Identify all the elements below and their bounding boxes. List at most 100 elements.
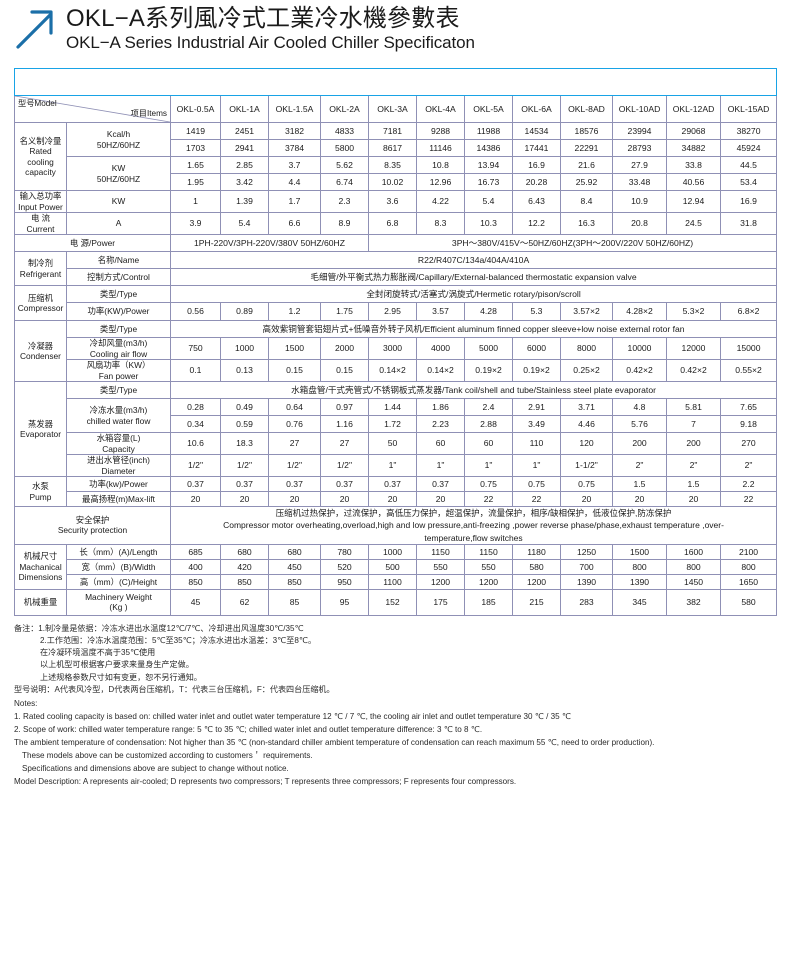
table-row: 制冷剂 Refrigerant 名称/Name R22/R407C/134a/4… bbox=[14, 251, 778, 286]
cell: 1600 bbox=[666, 543, 721, 560]
cell: 750 bbox=[170, 337, 221, 360]
row-label-cn: 名义制冷量 bbox=[19, 135, 62, 146]
cell: 1/2" bbox=[220, 454, 269, 477]
table-row: 电 源/Power 1PH-220V/3PH-220V/380V 50HZ/60… bbox=[14, 234, 778, 252]
cell: 2.85 bbox=[220, 156, 269, 174]
cell: 5.62 bbox=[320, 156, 369, 174]
cell: 6.43 bbox=[512, 190, 561, 213]
cell: 10.6 bbox=[170, 432, 221, 455]
row-label-cn: 蒸发器 bbox=[27, 418, 54, 429]
row-item-length: 长（mm）(A)/Length bbox=[66, 543, 171, 560]
cell: 0.75 bbox=[560, 476, 613, 492]
cell: 580 bbox=[719, 588, 778, 616]
cell: 8.9 bbox=[320, 212, 369, 235]
cell: 20 bbox=[170, 491, 221, 507]
table-row: 名义制冷量 Rated cooling capacity Kcal/h 50HZ… bbox=[14, 122, 778, 191]
condenser-type-value: 高效紫铜管套铝翅片式+低噪音外转子风机/Efficient aluminum f… bbox=[169, 320, 778, 338]
cell: 0.13 bbox=[220, 359, 269, 382]
cell: 0.49 bbox=[220, 398, 269, 416]
cell: 20 bbox=[666, 491, 721, 507]
cell: 50 bbox=[368, 432, 417, 455]
note-en-6: Model Description: A represents air-cool… bbox=[14, 777, 517, 787]
cell: 4.28 bbox=[464, 302, 513, 321]
table-row: 输入总功率 Input Power KW 1 1.39 1.7 2.3 3.6 … bbox=[14, 190, 778, 213]
cell: 3.42 bbox=[220, 173, 269, 191]
cell: 0.75 bbox=[464, 476, 513, 492]
cell: 44.5 bbox=[719, 156, 778, 174]
cell: 22 bbox=[464, 491, 513, 507]
item-en: Diameter bbox=[101, 465, 136, 476]
cell: 450 bbox=[268, 558, 321, 575]
cell: 33.48 bbox=[612, 173, 667, 191]
cell: 0.15 bbox=[320, 359, 369, 382]
row-label-en: Condenser bbox=[20, 351, 61, 361]
arrow-up-right-icon bbox=[14, 6, 58, 52]
row-label-cn: 机械尺寸 bbox=[23, 551, 58, 562]
cell: 1/2" bbox=[268, 454, 321, 477]
row-label-refrigerant: 制冷剂 Refrigerant bbox=[14, 251, 67, 286]
note-cn-5: 上述规格参数尺寸如有变更，恕不另行通知。 bbox=[40, 672, 202, 682]
row-label-security-protection: 安全保护 Security protection bbox=[14, 506, 171, 545]
cell: 1.65 bbox=[170, 156, 221, 174]
cell: 0.55×2 bbox=[719, 359, 778, 382]
table-row: KW 50HZ/60HZ 1.65 2.85 3.7 5.62 8.35 10.… bbox=[15, 156, 778, 191]
cell: 1.7 bbox=[268, 190, 321, 213]
note-cn-2: 2.工作范围：冷冻水温度范围：5℃至35℃；冷冻水进出水温差：3℃至8℃。 bbox=[40, 636, 317, 646]
row-label-weight: 机械重量 bbox=[14, 588, 67, 616]
cell: 850 bbox=[170, 573, 221, 590]
specification-table: OKL-A系列风冷式工业冷水机参数表 型号Model 项目Items OKL-0… bbox=[13, 68, 778, 616]
cell: 520 bbox=[320, 558, 369, 575]
row-item-kcal: Kcal/h 50HZ/60HZ bbox=[66, 122, 171, 157]
cell: 7.65 bbox=[719, 398, 778, 416]
model-col-5: OKL-4A bbox=[416, 95, 465, 123]
cell: 12.2 bbox=[512, 212, 561, 235]
cell: 1.5 bbox=[666, 476, 721, 492]
item-unit: Kcal/h bbox=[106, 129, 131, 139]
cell: 200 bbox=[612, 432, 667, 455]
cell: 3.7 bbox=[268, 156, 321, 174]
cell: 1.16 bbox=[320, 415, 369, 433]
cell: 20.8 bbox=[612, 212, 667, 235]
cell: 1.72 bbox=[368, 415, 417, 433]
row-item-cooling-air-flow: 冷却风量(m3/h) Cooling air flow bbox=[66, 337, 171, 360]
note-en-4: These models above can be customized acc… bbox=[22, 751, 313, 761]
cell: 38270 bbox=[719, 122, 778, 140]
item-en: chilled water flow bbox=[86, 415, 151, 426]
notes-english: Notes: 1. Rated cooling capacity is base… bbox=[14, 697, 776, 789]
cell: 1703 bbox=[170, 139, 221, 157]
row-item-tank-capacity: 水箱容量(L) Capacity bbox=[66, 432, 171, 455]
power-supply-single-phase: 1PH-220V/3PH-220V/380V 50HZ/60HZ bbox=[170, 234, 369, 252]
cell: 20 bbox=[368, 491, 417, 507]
cell: 283 bbox=[560, 588, 613, 616]
cell: 8000 bbox=[560, 337, 613, 360]
cell: 53.4 bbox=[719, 173, 778, 191]
cell: 120 bbox=[560, 432, 613, 455]
cell: 500 bbox=[368, 558, 417, 575]
cell: 33.8 bbox=[666, 156, 721, 174]
cell: 3182 bbox=[268, 122, 321, 140]
item-en: Cooling air flow bbox=[89, 348, 148, 359]
model-col-7: OKL-6A bbox=[512, 95, 561, 123]
cell: 24.5 bbox=[666, 212, 721, 235]
table-row: 电 流 Current A 3.9 5.4 6.6 8.9 6.8 8.3 10… bbox=[14, 212, 778, 235]
cell: 18576 bbox=[560, 122, 613, 140]
table-row: 水泵 Pump 功率(kw)/Power 0.37 0.37 0.37 0.37… bbox=[14, 476, 778, 507]
cell: 10.02 bbox=[368, 173, 417, 191]
row-label-cn: 输入总功率 bbox=[19, 191, 62, 201]
row-label-cn: 压缩机 bbox=[27, 292, 54, 303]
cell: 20 bbox=[320, 491, 369, 507]
row-item-refrigerant-control: 控制方式/Control bbox=[66, 268, 171, 286]
cell: 0.28 bbox=[170, 398, 221, 416]
corner-model-label: 型号Model bbox=[18, 99, 57, 108]
cell: 11146 bbox=[416, 139, 465, 157]
cell: 25.92 bbox=[560, 173, 613, 191]
cell: 3784 bbox=[268, 139, 321, 157]
row-item-height: 高（mm）(C)/Height bbox=[66, 573, 171, 590]
cell: 10000 bbox=[612, 337, 667, 360]
cell: 175 bbox=[416, 588, 465, 616]
cell: 10.8 bbox=[416, 156, 465, 174]
cell: 3.71 bbox=[560, 398, 613, 416]
cell: 1" bbox=[368, 454, 417, 477]
cell: 10.9 bbox=[612, 190, 667, 213]
row-label-evaporator: 蒸发器 Evaporator bbox=[14, 381, 67, 477]
